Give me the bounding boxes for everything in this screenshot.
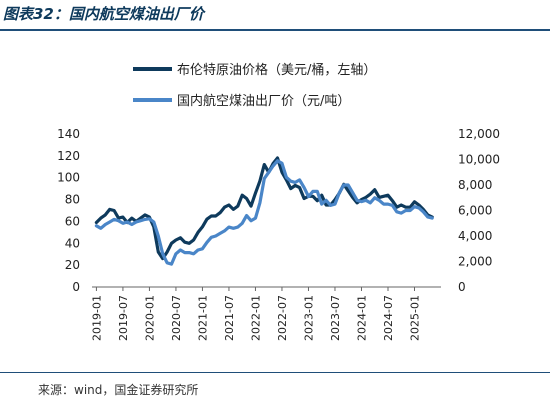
line-chart: 布伦特原油价格（美元/桶，左轴） 国内航空煤油出厂价（元/吨） 0 20 40 60 8… bbox=[57, 62, 500, 341]
left-tick-label: 40 bbox=[65, 236, 80, 250]
series-line-brent bbox=[94, 156, 434, 261]
axes: 0 20 40 60 80 100 120 140 0 2,000 4,000 6,000 8,000 1… bbox=[57, 127, 500, 341]
right-tick-label: 12,000 bbox=[458, 127, 500, 141]
title-divider bbox=[0, 29, 550, 31]
x-tick-label: 2022-01 bbox=[249, 295, 262, 341]
x-tick-label: 2020-07 bbox=[170, 295, 183, 341]
left-tick-label: 140 bbox=[57, 127, 80, 141]
right-tick-label: 10,000 bbox=[458, 153, 500, 167]
x-tick-label: 2024-01 bbox=[355, 295, 368, 341]
right-tick-label: 6,000 bbox=[458, 204, 492, 218]
right-tick-label: 8,000 bbox=[458, 178, 492, 192]
left-tick-label: 100 bbox=[57, 171, 80, 185]
right-tick-label: 4,000 bbox=[458, 229, 492, 243]
x-tick-label: 2022-07 bbox=[276, 295, 289, 341]
x-tick-label: 2023-01 bbox=[302, 295, 315, 341]
x-tick-label: 2024-07 bbox=[382, 295, 395, 341]
x-tick-label: 2023-07 bbox=[329, 295, 342, 341]
left-tick-label: 80 bbox=[65, 193, 80, 207]
x-tick-label: 2019-01 bbox=[90, 295, 103, 341]
footer-divider bbox=[0, 372, 550, 373]
x-tick-label: 2021-01 bbox=[196, 295, 209, 341]
x-tick-label: 2019-07 bbox=[117, 295, 130, 341]
right-tick-label: 2,000 bbox=[458, 255, 492, 269]
figure-title: 图表32：国内航空煤油出厂价 bbox=[3, 5, 204, 23]
left-tick-label: 120 bbox=[57, 149, 80, 163]
left-tick-label: 60 bbox=[65, 214, 80, 228]
x-tick-label: 2025-01 bbox=[408, 295, 421, 341]
left-tick-label: 20 bbox=[65, 258, 80, 272]
legend-label-jet-fuel: 国内航空煤油出厂价（元/吨） bbox=[177, 93, 350, 109]
series-line-jet-fuel bbox=[94, 159, 434, 266]
legend: 布伦特原油价格（美元/桶，左轴） 国内航空煤油出厂价（元/吨） bbox=[133, 62, 376, 109]
left-tick-label: 0 bbox=[72, 280, 80, 294]
legend-label-brent: 布伦特原油价格（美元/桶，左轴） bbox=[177, 62, 376, 78]
x-tick-label: 2021-07 bbox=[223, 295, 236, 341]
source-note: 来源：wind，国金证券研究所 bbox=[38, 383, 199, 397]
right-tick-label: 0 bbox=[458, 280, 466, 294]
x-tick-label: 2020-01 bbox=[143, 295, 156, 341]
series-layer bbox=[94, 156, 434, 266]
